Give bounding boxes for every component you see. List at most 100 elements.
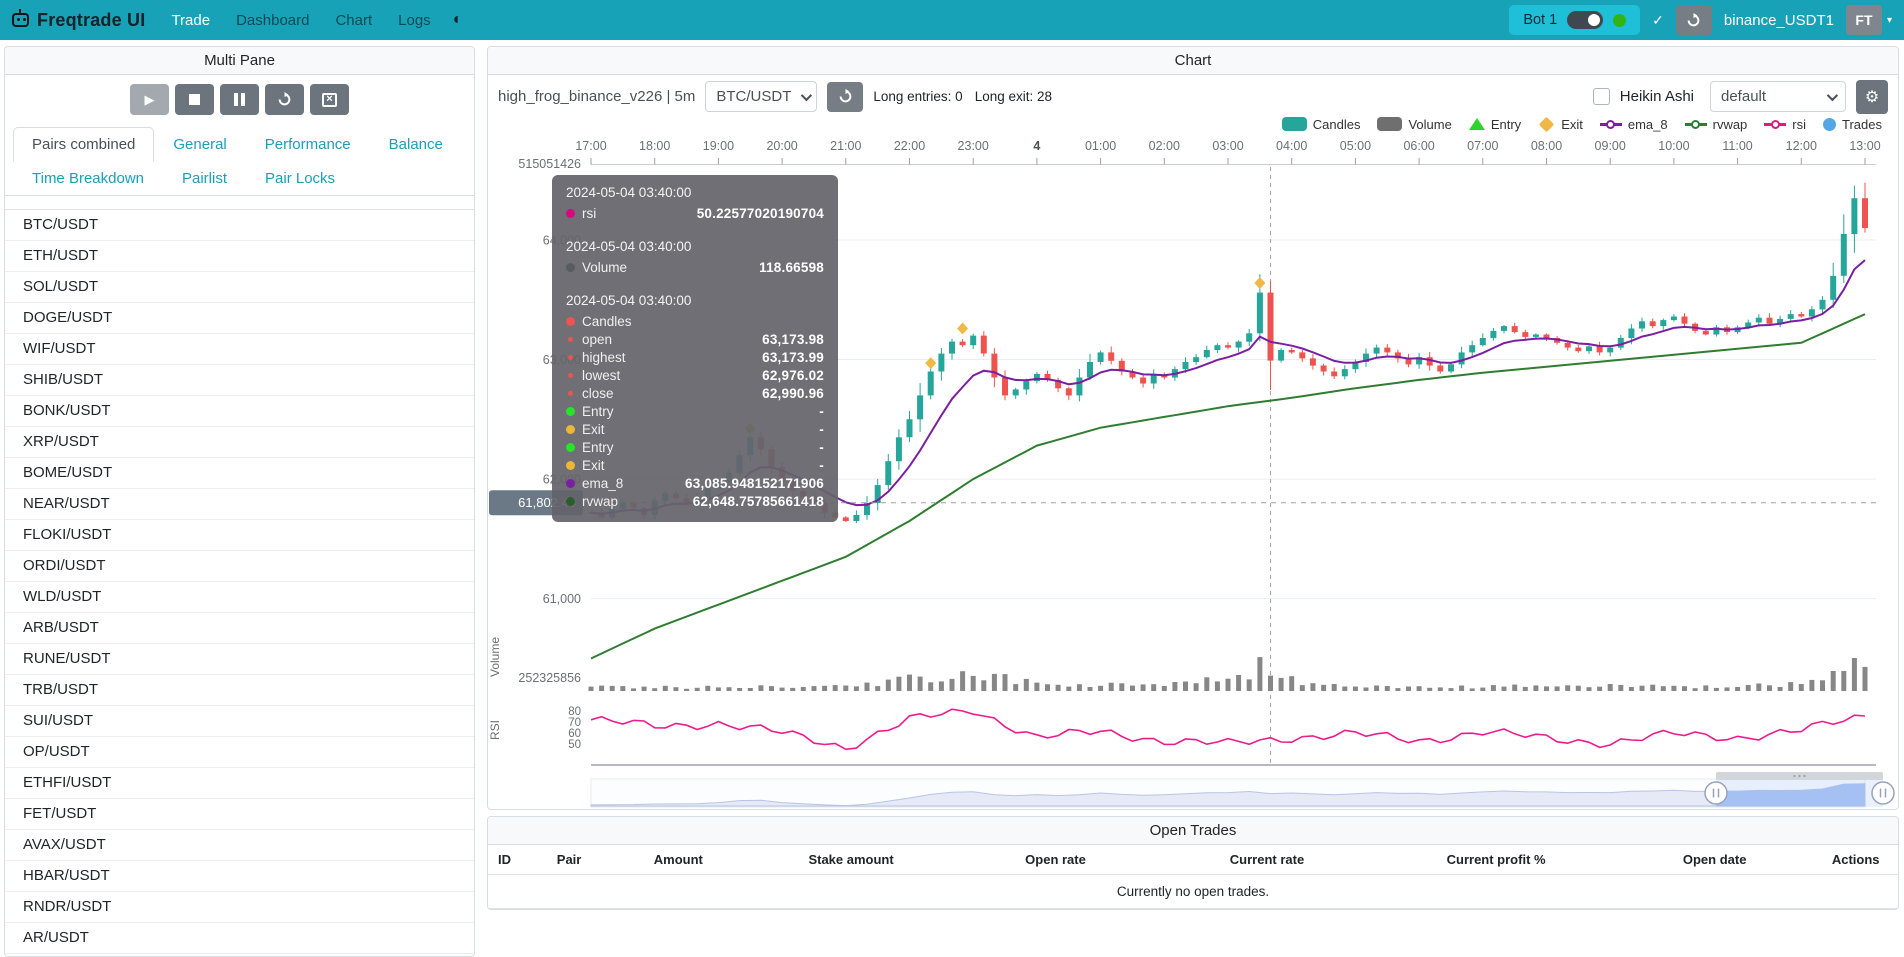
datazoom-slider[interactable] <box>590 772 1895 808</box>
datazoom-handle[interactable] <box>1871 781 1895 805</box>
pair-row[interactable]: OP/USDT <box>5 737 474 768</box>
pair-row[interactable]: DOGE/USDT <box>5 303 474 334</box>
chart-panel: Chart high_frog_binance_v226 | 5m BTC/US… <box>487 46 1899 810</box>
svg-text:60: 60 <box>568 728 581 740</box>
pair-row[interactable]: BOME/USDT <box>5 458 474 489</box>
long-exit-count: Long exit: 28 <box>974 89 1052 104</box>
chart-controls: high_frog_binance_v226 | 5m BTC/USDT Lon… <box>488 75 1898 115</box>
theme-toggle-icon[interactable]: ◐ <box>452 11 463 28</box>
legend-swatch <box>1377 117 1403 131</box>
tab-pair-locks[interactable]: Pair Locks <box>265 170 336 187</box>
svg-text:18:00: 18:00 <box>639 139 670 153</box>
svg-text:Volume: Volume <box>488 637 502 677</box>
pair-row[interactable]: ETHFI/USDT <box>5 768 474 799</box>
pair-row[interactable]: SHIB/USDT <box>5 365 474 396</box>
heikin-ashi-checkbox[interactable] <box>1592 88 1610 105</box>
tab-performance[interactable]: Performance <box>264 136 351 153</box>
multi-pane-title: Multi Pane <box>5 47 474 75</box>
legend-swatch <box>1599 119 1622 129</box>
stop-button[interactable] <box>175 84 214 115</box>
legend-item-rsi[interactable]: rsi <box>1764 117 1806 132</box>
pair-row[interactable]: SOL/USDT <box>5 272 474 303</box>
avatar: FT <box>1845 5 1882 35</box>
candlestick-chart: 64,000 63,000 62,000 61,000 515051426 17:00 18… <box>488 139 1895 808</box>
pair-row[interactable]: AVAX/USDT <box>5 830 474 861</box>
chart-canvas[interactable]: 64,000 63,000 62,000 61,000 515051426 17:00 18… <box>488 133 1898 809</box>
pair-row[interactable]: ETH/USDT <box>5 241 474 272</box>
legend-item-candles[interactable]: Candles <box>1281 117 1360 132</box>
column-header-open-rate: Open rate <box>1025 852 1086 867</box>
plot-settings-button[interactable]: ⚙ <box>1856 79 1888 114</box>
pair-select-value: BTC/USDT <box>716 88 792 105</box>
nav-link-trade[interactable]: Trade <box>171 11 211 29</box>
legend-item-ema_8[interactable]: ema_8 <box>1599 116 1668 132</box>
pair-row[interactable]: BONK/USDT <box>5 396 474 427</box>
legend-swatch <box>1764 119 1787 129</box>
svg-text:13:00: 13:00 <box>1849 139 1880 153</box>
svg-text:19:00: 19:00 <box>703 139 734 153</box>
forget-button[interactable]: × <box>310 84 349 115</box>
legend-swatch <box>1468 118 1485 130</box>
pause-icon <box>234 93 245 106</box>
legend-label: ema_8 <box>1627 116 1668 132</box>
plot-config-select[interactable]: default <box>1710 81 1846 112</box>
pair-row[interactable]: RUNE/USDT <box>5 644 474 675</box>
chart-refresh-button[interactable] <box>827 81 864 112</box>
legend-item-trades[interactable]: Trades <box>1823 117 1882 132</box>
tab-pairlist[interactable]: Pairlist <box>182 170 228 187</box>
column-header-id: ID <box>498 852 511 867</box>
legend-item-rvwap[interactable]: rvwap <box>1684 117 1747 132</box>
candles <box>588 182 1868 524</box>
bot-toggle[interactable] <box>1567 11 1604 29</box>
legend-label: Entry <box>1490 116 1522 132</box>
pair-row[interactable]: WIF/USDT <box>5 334 474 365</box>
pair-row[interactable]: HBAR/USDT <box>5 861 474 892</box>
play-button[interactable]: ▶ <box>130 84 169 115</box>
nav-link-logs[interactable]: Logs <box>398 11 431 29</box>
pair-row[interactable]: FET/USDT <box>5 799 474 830</box>
refresh-button[interactable] <box>1675 5 1712 35</box>
pair-row[interactable]: RNDR/USDT <box>5 892 474 923</box>
pair-row[interactable]: WLD/USDT <box>5 582 474 613</box>
pair-select[interactable]: BTC/USDT <box>705 81 818 112</box>
svg-text:252325856: 252325856 <box>518 671 581 685</box>
tab-general[interactable]: General <box>173 136 227 153</box>
pair-row[interactable]: NEAR/USDT <box>5 489 474 520</box>
pair-row[interactable]: ARB/USDT <box>5 613 474 644</box>
legend-swatch <box>1823 117 1837 131</box>
pair-row[interactable]: SUI/USDT <box>5 706 474 737</box>
svg-text:22:00: 22:00 <box>894 139 925 153</box>
heikin-ashi-label: Heikin Ashi <box>1619 88 1694 105</box>
pair-list: BTC/USDT ETH/USDT SOL/USDT DOGE/USDT WIF/USD… <box>5 209 474 956</box>
legend-item-volume[interactable]: Volume <box>1377 117 1452 132</box>
datazoom-selection <box>1716 779 1883 807</box>
pair-row[interactable]: FLOKI/USDT <box>5 520 474 551</box>
user-menu[interactable]: FT ▾ <box>1845 5 1892 35</box>
brand[interactable]: Freqtrade UI <box>12 9 146 31</box>
bot-selector[interactable]: Bot 1 <box>1509 5 1641 35</box>
nav-link-chart[interactable]: Chart <box>335 11 373 29</box>
chart-panel-title: Chart <box>488 47 1898 75</box>
datazoom-handle[interactable] <box>1704 781 1728 805</box>
tab-pairs-combined[interactable]: Pairs combined <box>13 127 155 162</box>
svg-text:50: 50 <box>568 739 581 751</box>
column-header-current-rate: Current rate <box>1229 852 1305 867</box>
pair-row[interactable]: XRP/USDT <box>5 427 474 458</box>
brand-name: Freqtrade UI <box>37 9 146 30</box>
reload-config-button[interactable] <box>265 84 304 115</box>
legend-item-entry[interactable]: Entry <box>1468 116 1522 132</box>
pair-row[interactable]: AR/USDT <box>5 923 474 954</box>
tab-time-breakdown[interactable]: Time Breakdown <box>32 170 144 187</box>
legend-item-exit[interactable]: Exit <box>1538 116 1583 132</box>
column-header-amount: Amount <box>653 852 703 867</box>
svg-text:05:00: 05:00 <box>1340 139 1371 153</box>
nav-link-dashboard[interactable]: Dashboard <box>236 11 310 29</box>
rsi-line <box>590 708 1866 751</box>
pair-row[interactable]: ORDI/USDT <box>5 551 474 582</box>
pair-row[interactable]: TRB/USDT <box>5 675 474 706</box>
pause-button[interactable] <box>220 84 259 115</box>
chevron-down-icon <box>1826 89 1839 101</box>
bot-name: Bot 1 <box>1523 12 1558 28</box>
tab-balance[interactable]: Balance <box>388 136 443 153</box>
pair-row[interactable]: BTC/USDT <box>5 210 474 241</box>
